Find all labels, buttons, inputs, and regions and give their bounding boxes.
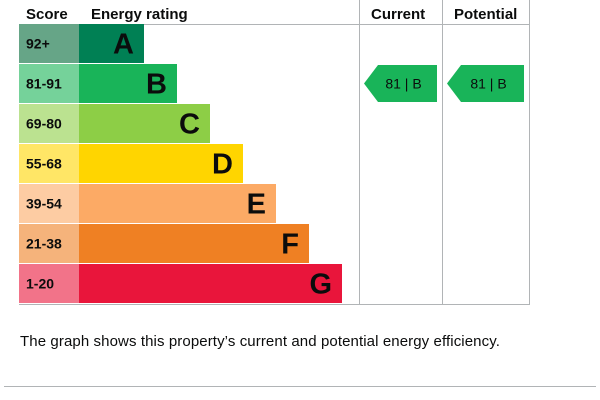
rating-markers: 81 | B 81 | B [364,65,524,102]
score-cell-g [19,264,79,303]
rating-bar-d [79,144,243,183]
current-marker-label: 81 | B [385,76,421,92]
rating-letter-g: G [309,269,332,301]
rating-bar-g [79,264,342,303]
potential-marker [447,65,524,102]
score-cell-e [19,184,79,223]
score-label-d: 55-68 [26,156,62,172]
rating-bar-e [79,184,276,223]
rating-letter-b: B [146,69,167,101]
rating-bar-a [79,24,144,63]
energy-rating-chart: Score Energy rating Current Potential 92… [19,0,530,305]
score-label-g: 1-20 [26,276,54,292]
score-label-b: 81-91 [26,76,62,92]
potential-marker-label: 81 | B [470,76,506,92]
score-label-a: 92+ [26,36,50,52]
rating-letter-e: E [247,189,266,221]
rating-letter-a: A [113,29,134,61]
rating-bar-b [79,64,177,103]
score-cell-d [19,144,79,183]
chart-caption: The graph shows this property’s current … [20,333,500,350]
score-cell-c [19,104,79,143]
rating-letter-f: F [281,229,299,261]
score-cell-b [19,64,79,103]
rating-bands: 92+ A 81-91 B 69-80 C 55-68 D 39-54 E 21-38 F 1-20 G [19,24,342,303]
rating-bar-f [79,224,309,263]
score-label-f: 21-38 [26,236,62,252]
rating-letter-c: C [179,109,200,141]
potential-header: Potential [454,6,517,23]
rating-letter-d: D [212,149,233,181]
score-header: Score [26,6,68,23]
current-marker [364,65,437,102]
score-cell-f [19,224,79,263]
score-label-c: 69-80 [26,116,62,132]
current-header: Current [371,6,425,23]
energy-rating-header: Energy rating [91,6,188,23]
score-cell-a [19,24,79,63]
rating-bar-c [79,104,210,143]
section-divider [4,386,596,387]
score-label-e: 39-54 [26,196,62,212]
